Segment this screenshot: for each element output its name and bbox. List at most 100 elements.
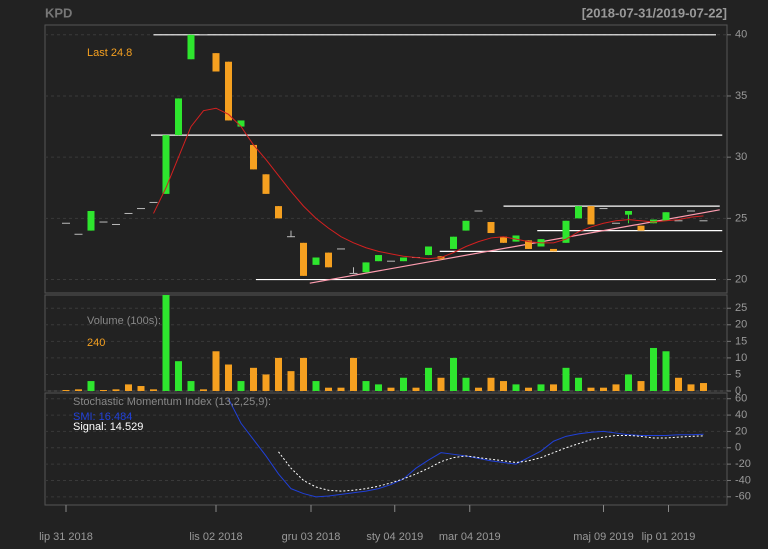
y-tick-label: -20 [735, 458, 751, 470]
candle-body [650, 219, 657, 224]
candle-body [462, 220, 470, 231]
volume-bar [650, 347, 657, 391]
volume-bar [162, 295, 170, 391]
volume-bar [212, 351, 220, 391]
candle-body [237, 120, 245, 127]
candle-body [362, 262, 370, 273]
candle-body [550, 248, 557, 252]
volume-bar [75, 389, 82, 391]
last-price: Last 24.8 [87, 47, 132, 59]
x-tick-label: mar 04 2019 [439, 531, 501, 543]
volume-bar [562, 367, 570, 391]
volume-bar [662, 351, 670, 391]
candle-body [575, 206, 582, 219]
volume-bar [362, 381, 370, 391]
candle-body [450, 236, 457, 249]
x-tick-label: lip 31 2018 [39, 531, 93, 543]
volume-last: 240 [87, 337, 105, 349]
volume-bar [512, 384, 520, 391]
legend-entry: Signal: 14.529 [73, 421, 143, 433]
volume-bar [450, 357, 457, 391]
candle-body [587, 206, 595, 225]
volume-bar [537, 384, 545, 391]
candle-body [662, 212, 670, 221]
candle-body [562, 220, 570, 243]
y-tick-label: 20 [735, 273, 747, 285]
candle-body [162, 135, 170, 194]
volume-bar [312, 381, 320, 391]
volume-bar [412, 387, 420, 391]
volume-bar [587, 387, 595, 391]
y-tick-label: 25 [735, 302, 747, 314]
volume-bar [487, 377, 495, 391]
x-tick-label: maj 09 2019 [573, 531, 634, 543]
panel-frame [44, 392, 728, 506]
volume-bar [275, 357, 282, 391]
y-tick-label: 15 [735, 335, 747, 347]
volume-bar [150, 389, 157, 391]
candle-body [87, 211, 95, 231]
x-tick-label: lip 01 2019 [642, 531, 696, 543]
candle-body [250, 144, 257, 170]
volume-bar [600, 387, 607, 391]
panel-frame [44, 24, 728, 294]
volume-bar [87, 381, 95, 391]
volume-bar [525, 387, 532, 391]
volume-bar [100, 390, 107, 391]
candle-body [175, 98, 182, 136]
y-tick-label: 5 [735, 368, 741, 380]
volume-bar [337, 387, 345, 391]
y-tick-label: 40 [735, 29, 747, 41]
candle-body [300, 242, 307, 276]
y-tick-label: -60 [735, 491, 751, 503]
legend-entry: SMI: 16.484 [73, 411, 132, 423]
volume-bar [475, 387, 482, 391]
candle-body [525, 240, 532, 249]
y-tick-label: 40 [735, 409, 747, 421]
volume-bar [675, 377, 682, 391]
candle-body [212, 53, 220, 72]
volume-bar [612, 384, 620, 391]
volume-bar [300, 357, 307, 391]
y-tick-label: -40 [735, 474, 751, 486]
volume-bar [375, 384, 382, 391]
volume-bar [400, 377, 407, 391]
date-range: [2018-07-31/2019-07-22] [582, 5, 727, 20]
volume-bar [687, 384, 695, 391]
volume-bar [125, 384, 132, 391]
candle-body [400, 257, 407, 262]
moving-average [153, 107, 704, 260]
volume-bar [387, 387, 395, 391]
volume-bar [325, 387, 332, 391]
volume-bar [112, 389, 120, 391]
volume-title: Volume (100s): [87, 315, 161, 327]
volume-bar [637, 381, 645, 391]
x-tick-label: lis 02 2018 [189, 531, 242, 543]
volume-bar [500, 381, 507, 391]
candle-body [512, 235, 520, 242]
candle-body [225, 61, 232, 121]
volume-bar [462, 377, 470, 391]
y-tick-label: 20 [735, 319, 747, 331]
candle-body [375, 255, 382, 262]
candle-body [325, 252, 332, 268]
volume-bar [700, 383, 707, 391]
candle-body [425, 246, 432, 256]
volume-bar [187, 381, 195, 391]
candle-body [312, 257, 320, 265]
y-tick-label: 10 [735, 352, 747, 364]
volume-bar [287, 371, 295, 391]
panel-frame [44, 294, 728, 392]
volume-bar [262, 374, 270, 391]
candle-body [500, 236, 507, 243]
volume-bar [437, 377, 445, 391]
x-tick-label: gru 03 2018 [282, 531, 341, 543]
y-tick-label: 0 [735, 442, 741, 454]
smi-title: Stochastic Momentum Index (13,2,25,9): [73, 396, 271, 408]
volume-bar [62, 390, 70, 391]
volume-bar [625, 374, 632, 391]
volume-bar [575, 377, 582, 391]
y-tick-label: 35 [735, 90, 747, 102]
